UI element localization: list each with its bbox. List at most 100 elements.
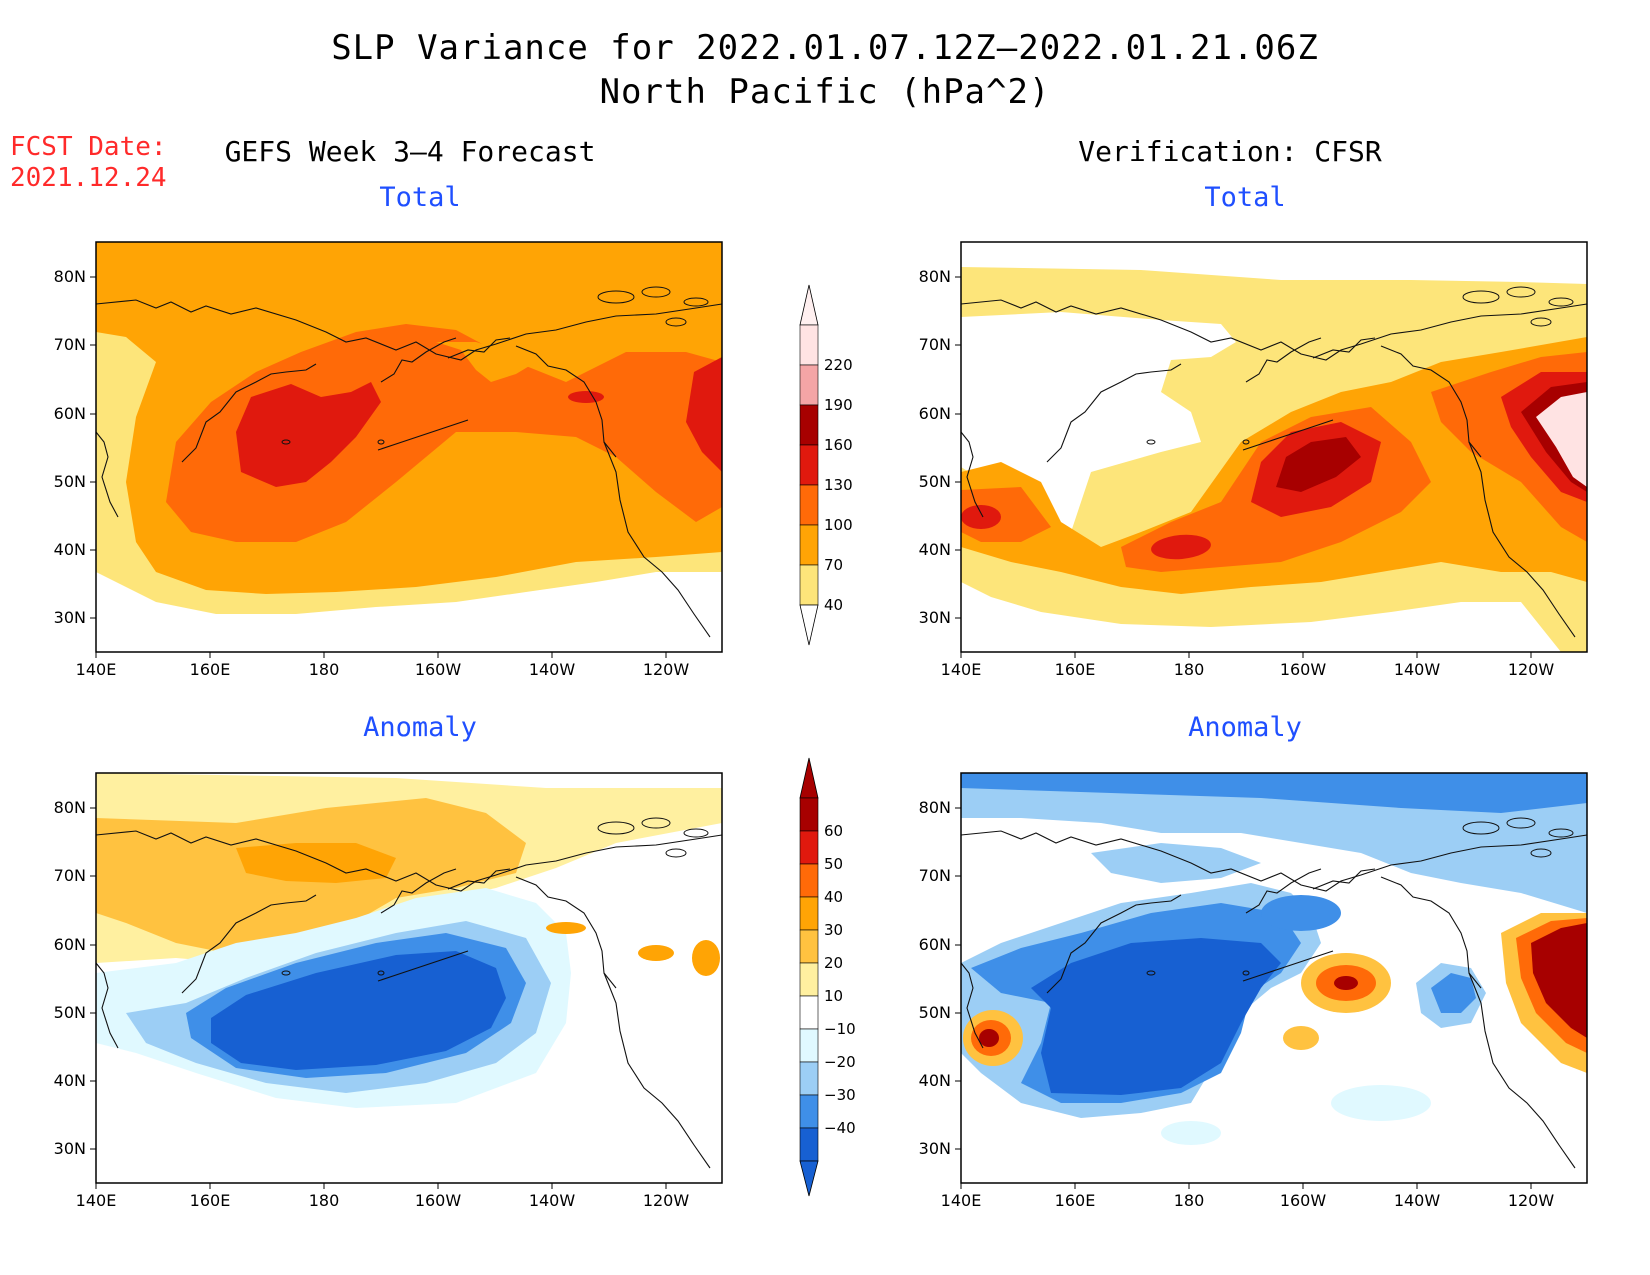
shade-neg20-arctic [1091, 843, 1261, 883]
latitude-label: 50N [53, 472, 86, 491]
shade-30-edge [692, 940, 720, 976]
verification-total-map [955, 241, 1588, 658]
longitude-label: 140E [940, 660, 982, 679]
left-column-heading: GEFS Week 3–4 Forecast [224, 135, 596, 168]
colorbar-swatch [799, 1028, 819, 1063]
map-frame [960, 772, 1588, 1184]
shade-220 [1536, 392, 1587, 487]
shade-160 [1276, 437, 1361, 492]
shade-70-notch [436, 342, 536, 382]
latitude-label: 80N [918, 267, 951, 286]
colorbar-tick-label: 30 [824, 921, 843, 939]
latitude-label: 60N [918, 404, 951, 423]
longitude-label: 180 [308, 660, 340, 679]
colorbar-tick-label: 160 [824, 436, 853, 454]
shade-30-mid [546, 922, 586, 934]
coastline-outlines [960, 817, 1588, 1169]
shade-100 [166, 324, 722, 542]
colorbar-tick-label: 40 [824, 888, 843, 906]
colorbar-tick-label: 60 [824, 822, 843, 840]
latitude-label: 40N [918, 540, 951, 559]
latitude-label: 70N [918, 335, 951, 354]
latitude-label: 50N [918, 472, 951, 491]
latitude-label: 80N [53, 798, 86, 817]
latitude-label: 30N [53, 1139, 86, 1158]
latitude-label: 30N [53, 608, 86, 627]
longitude-label: 160E [1054, 660, 1096, 679]
longitude-label: 160E [189, 1191, 231, 1210]
coastline-outlines [95, 817, 723, 1169]
chart-title: SLP Variance for 2022.01.07.12Z–2022.01.… [331, 28, 1319, 68]
colorbar-swatch [799, 797, 819, 832]
shade-30 [236, 843, 396, 883]
colorbar-tick-label: 130 [824, 476, 853, 494]
colorbar-tick-label: 50 [824, 855, 843, 873]
colorbar-swatch [799, 364, 819, 406]
shade-neg30-north [961, 773, 1587, 813]
colorbar-swatch [799, 830, 819, 865]
shade-neg40-main [1031, 938, 1281, 1095]
coastline-outlines [95, 286, 723, 638]
map-frame [95, 772, 723, 1184]
latitude-label: 80N [53, 267, 86, 286]
map-frame [960, 241, 1588, 653]
colorbar-swatch [799, 929, 819, 964]
latitude-label: 40N [53, 540, 86, 559]
colorbar-bottom-arrow [799, 1160, 819, 1197]
longitude-label: 120W [1507, 1191, 1555, 1210]
colorbar-tick-label: 220 [824, 356, 853, 374]
chart-subtitle: North Pacific (hPa^2) [599, 72, 1051, 112]
longitude-label: 140E [940, 1191, 982, 1210]
longitude-label: 160E [1054, 1191, 1096, 1210]
colorbar-swatch [799, 444, 819, 486]
colorbar-tick-label: 100 [824, 516, 853, 534]
longitude-label: 120W [642, 660, 690, 679]
latitude-label: 70N [918, 866, 951, 885]
colorbar-swatch [799, 995, 819, 1030]
shade-60-east [1531, 923, 1587, 1038]
panel-title-verification-anomaly: Anomaly [1188, 712, 1302, 743]
shade-130-small [568, 391, 604, 403]
latitude-label: 40N [53, 1071, 86, 1090]
panel-title-verification-total: Total [1204, 182, 1286, 213]
colorbar-swatch [799, 1094, 819, 1129]
longitude-label: 140W [528, 660, 576, 679]
colorbar-top-arrow [799, 284, 819, 326]
forecast-date-label: FCST Date: [10, 132, 167, 162]
latitude-label: 60N [53, 935, 86, 954]
verification-anomaly-map [955, 772, 1588, 1189]
tick-marks [955, 276, 1532, 658]
colorbar-top-arrow [799, 757, 819, 799]
shade-60-blob [1334, 976, 1358, 990]
colorbar-swatch [799, 404, 819, 446]
forecast-total-map [90, 241, 723, 658]
colorbar-tick-label: 40 [824, 596, 843, 614]
shade-130-mid [1151, 534, 1211, 560]
colorbar-tick-label: 190 [824, 396, 853, 414]
shade-neg40 [211, 951, 506, 1070]
colorbar-tick-label: −40 [824, 1119, 856, 1137]
colorbar-tick-label: 70 [824, 556, 843, 574]
anomaly-colorbar: 60 50 40 30 20 10 −10 −20 −30 −40 [799, 757, 856, 1197]
longitude-label: 140E [75, 660, 117, 679]
longitude-label: 140E [75, 1191, 117, 1210]
right-column-heading: Verification: CFSR [1078, 135, 1382, 168]
longitude-label: 140W [1393, 1191, 1441, 1210]
colorbar-tick-label: 20 [824, 954, 843, 972]
longitude-label: 180 [1173, 1191, 1205, 1210]
colorbar-tick-label: −30 [824, 1086, 856, 1104]
total-colorbar: 220 190 160 130 100 70 40 [799, 284, 853, 646]
panel-title-forecast-total: Total [379, 182, 461, 213]
latitude-label: 60N [53, 404, 86, 423]
colorbar-tick-label: −10 [824, 1020, 856, 1038]
tick-marks [90, 807, 667, 1189]
longitude-label: 160W [1279, 1191, 1327, 1210]
coastline-outlines [960, 286, 1588, 638]
latitude-label: 50N [918, 1003, 951, 1022]
latitude-label: 60N [918, 935, 951, 954]
tick-marks [955, 807, 1532, 1189]
latitude-label: 70N [53, 335, 86, 354]
colorbar-swatch [799, 1061, 819, 1096]
latitude-label: 30N [918, 1139, 951, 1158]
shade-60-west [979, 1029, 999, 1047]
